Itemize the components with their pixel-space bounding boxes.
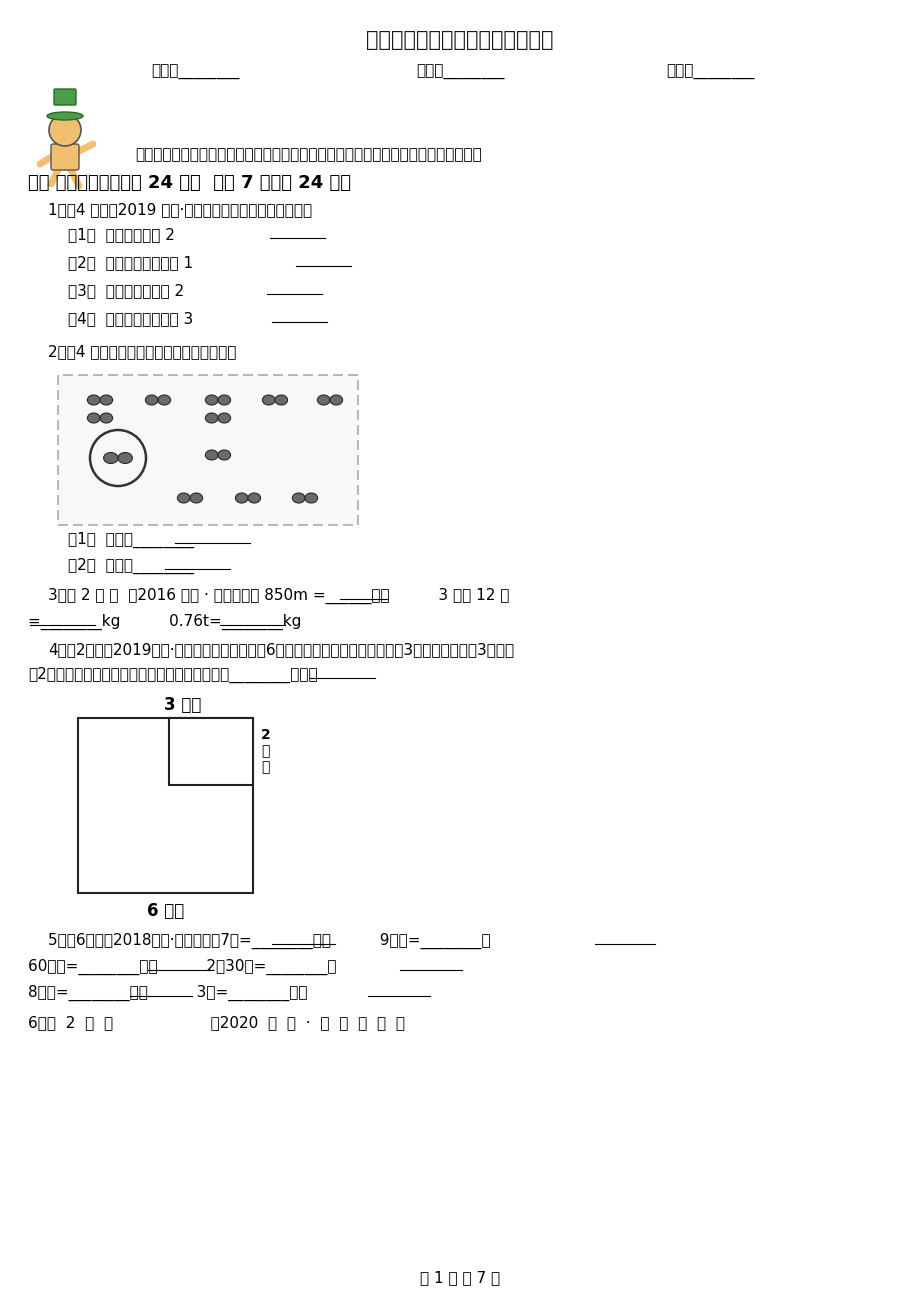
Ellipse shape <box>104 453 118 464</box>
Ellipse shape <box>262 395 275 405</box>
Ellipse shape <box>317 395 330 405</box>
Text: 2．（4 分）用分数和小数表示圈出的部分．: 2．（4 分）用分数和小数表示圈出的部分． <box>48 345 236 359</box>
Ellipse shape <box>205 413 218 423</box>
Text: 一、 请你填一填．（共 24 分）  （共 7 题；共 24 分）: 一、 请你填一填．（共 24 分） （共 7 题；共 24 分） <box>28 174 351 191</box>
Bar <box>78 717 253 893</box>
Ellipse shape <box>218 450 231 460</box>
FancyBboxPatch shape <box>51 145 79 171</box>
FancyBboxPatch shape <box>54 89 76 105</box>
Text: 成绩：________: 成绩：________ <box>665 65 754 79</box>
Ellipse shape <box>205 395 218 405</box>
Ellipse shape <box>100 413 112 423</box>
Ellipse shape <box>292 493 305 503</box>
Ellipse shape <box>275 395 288 405</box>
Text: （2）  小数：________: （2） 小数：________ <box>68 557 194 574</box>
Text: 杭州市三年级上学期数学期末试卷: 杭州市三年级上学期数学期末试卷 <box>366 30 553 49</box>
Text: 1．（4 分）（2019 三上·红山期末）填上合适的单位名称: 1．（4 分）（2019 三上·红山期末）填上合适的单位名称 <box>48 203 312 217</box>
Ellipse shape <box>177 493 190 503</box>
Circle shape <box>49 115 81 146</box>
Ellipse shape <box>218 413 231 423</box>
Ellipse shape <box>87 413 100 423</box>
Text: 班级：________: 班级：________ <box>415 65 504 79</box>
Ellipse shape <box>330 395 342 405</box>
Ellipse shape <box>248 493 260 503</box>
Text: 小朋友，带上你一段时间的学习成果，一起来做个自我检测吧，相信你一定是最棒的！: 小朋友，带上你一段时间的学习成果，一起来做个自我检测吧，相信你一定是最棒的！ <box>135 147 482 163</box>
Ellipse shape <box>205 450 218 460</box>
Text: 3．（ 2 分 ）  （2016 四下 · 甘肃月考） 850m =______千米          3 千克 12 克: 3．（ 2 分 ） （2016 四下 · 甘肃月考） 850m =______千… <box>48 589 509 604</box>
Text: （2）  眨一下眼睛大约是 1: （2） 眨一下眼睛大约是 1 <box>68 255 193 271</box>
Ellipse shape <box>158 395 170 405</box>
Ellipse shape <box>235 493 248 503</box>
Text: 60分米=________厘米          2分30秒=________秒: 60分米=________厘米 2分30秒=________秒 <box>28 958 336 975</box>
Text: （3）  一元硬币大约厚 2: （3） 一元硬币大约厚 2 <box>68 284 184 298</box>
Ellipse shape <box>118 453 132 464</box>
Text: 姓名：________: 姓名：________ <box>151 65 239 79</box>
Text: 3 分米: 3 分米 <box>165 697 201 713</box>
Bar <box>169 717 253 785</box>
Text: （4）  河马的体重大约是 3: （4） 河马的体重大约是 3 <box>68 311 193 327</box>
Ellipse shape <box>305 493 317 503</box>
Text: 8厘米=________毫米          3米=________分米: 8厘米=________毫米 3米=________分米 <box>28 984 307 1001</box>
Text: 宽2分米的长方形玻璃，（如图）剩下部分的周长________厘米。: 宽2分米的长方形玻璃，（如图）剩下部分的周长________厘米。 <box>28 667 317 684</box>
Ellipse shape <box>218 395 231 405</box>
Text: 6 分米: 6 分米 <box>147 902 184 921</box>
Text: =________kg          0.76t=________kg: =________kg 0.76t=________kg <box>28 615 301 630</box>
Bar <box>58 375 357 525</box>
Text: （1）  分数：________: （1） 分数：________ <box>68 533 194 548</box>
Ellipse shape <box>145 395 158 405</box>
Text: 第 1 页 共 7 页: 第 1 页 共 7 页 <box>419 1271 500 1285</box>
Ellipse shape <box>190 493 202 503</box>
Ellipse shape <box>87 395 100 405</box>
Text: 6．（  2  分  ）                    （2020  三  上  ·  镇  原  期  末  ）: 6．（ 2 分 ） （2020 三 上 · 镇 原 期 末 ） <box>28 1016 404 1030</box>
Text: 4．（2分）（2019三上·兴化期中）有一块边长6分米的正方形玻璃，在它的一角3分米划去一块长3分米、: 4．（2分）（2019三上·兴化期中）有一块边长6分米的正方形玻璃，在它的一角3… <box>48 642 514 658</box>
Text: 5．（6分）（2018三上·东莞期中）7吨=________千克          9千米=________米: 5．（6分）（2018三上·东莞期中）7吨=________千克 9千米=___… <box>48 934 490 949</box>
Ellipse shape <box>47 112 83 120</box>
Text: （1）  遥控器大约长 2: （1） 遥控器大约长 2 <box>68 228 175 242</box>
Text: 2
分
米: 2 分 米 <box>261 728 270 775</box>
Ellipse shape <box>100 395 112 405</box>
